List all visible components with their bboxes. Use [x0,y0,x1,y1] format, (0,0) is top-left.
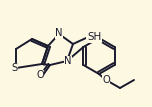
Text: S: S [11,63,17,73]
Text: N: N [64,56,72,66]
Text: SH: SH [87,32,101,42]
Text: O: O [102,75,110,85]
Text: N: N [55,28,63,38]
Text: O: O [36,70,44,80]
